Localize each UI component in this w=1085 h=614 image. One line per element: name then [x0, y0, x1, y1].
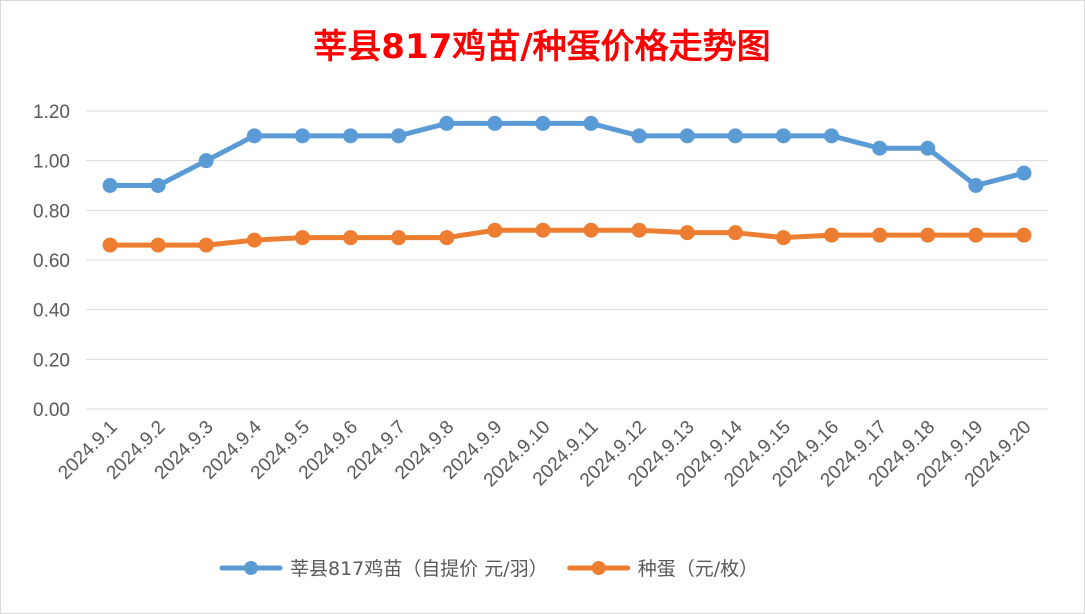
series-group — [102, 115, 1032, 253]
data-point — [727, 225, 743, 241]
data-point — [679, 128, 695, 144]
data-point — [246, 232, 262, 248]
data-point — [679, 225, 695, 241]
series-1 — [102, 115, 1032, 193]
y-tick-label: 0.20 — [33, 350, 70, 371]
data-point — [824, 128, 840, 144]
data-point — [583, 115, 599, 131]
y-tick-label: 1.20 — [33, 102, 70, 123]
legend-marker — [591, 561, 606, 575]
series-2 — [102, 222, 1032, 253]
legend-label: 种蛋（元/枚） — [638, 558, 758, 580]
data-point — [294, 230, 310, 246]
y-tick-label: 0.60 — [33, 251, 70, 272]
data-point — [1016, 227, 1032, 243]
data-point — [198, 237, 214, 253]
data-point — [631, 128, 647, 144]
data-point — [150, 178, 166, 193]
y-tick-label: 1.00 — [33, 152, 70, 173]
data-point — [150, 237, 166, 253]
data-point — [487, 115, 503, 131]
data-point — [102, 178, 118, 193]
data-point — [872, 140, 888, 156]
data-point — [391, 230, 407, 246]
data-point — [968, 178, 984, 193]
data-point — [775, 128, 791, 144]
data-point — [920, 227, 936, 243]
legend-marker — [244, 561, 258, 575]
data-point — [920, 140, 936, 156]
series-line — [107, 227, 1027, 248]
data-point — [102, 237, 118, 253]
data-point — [294, 128, 310, 144]
gridlines — [86, 110, 1048, 410]
data-point — [391, 128, 407, 144]
series-line — [107, 120, 1027, 188]
data-point — [487, 222, 503, 238]
data-point — [727, 128, 743, 144]
data-point — [968, 227, 984, 243]
data-point — [535, 222, 551, 238]
data-point — [343, 128, 359, 144]
legend-label: 莘县817鸡苗（自提价 元/羽） — [290, 558, 548, 580]
x-axis-ticks: 2024.9.12024.9.22024.9.32024.9.42024.9.5… — [54, 416, 1035, 491]
data-point — [775, 230, 791, 246]
y-tick-label: 0.40 — [33, 301, 70, 322]
chart-title: 莘县817鸡苗/种蛋价格走势图 — [313, 27, 770, 67]
data-point — [583, 222, 599, 238]
data-point — [824, 227, 840, 243]
data-point — [439, 115, 455, 131]
data-point — [246, 128, 262, 144]
data-point — [872, 227, 888, 243]
data-point — [1016, 165, 1032, 181]
legend-item: 种蛋（元/枚） — [567, 558, 758, 580]
y-tick-label: 0.00 — [33, 400, 70, 421]
y-axis-ticks: 0.00 0.20 0.40 0.60 0.80 1.00 1.20 — [33, 102, 70, 421]
y-tick-label: 0.80 — [33, 201, 70, 222]
data-point — [198, 153, 214, 169]
legend-item: 莘县817鸡苗（自提价 元/羽） — [219, 558, 548, 580]
data-point — [631, 222, 647, 238]
data-point — [343, 230, 359, 246]
legend: 莘县817鸡苗（自提价 元/羽） 种蛋（元/枚） — [219, 558, 758, 580]
data-point — [535, 115, 551, 131]
data-point — [439, 230, 455, 246]
